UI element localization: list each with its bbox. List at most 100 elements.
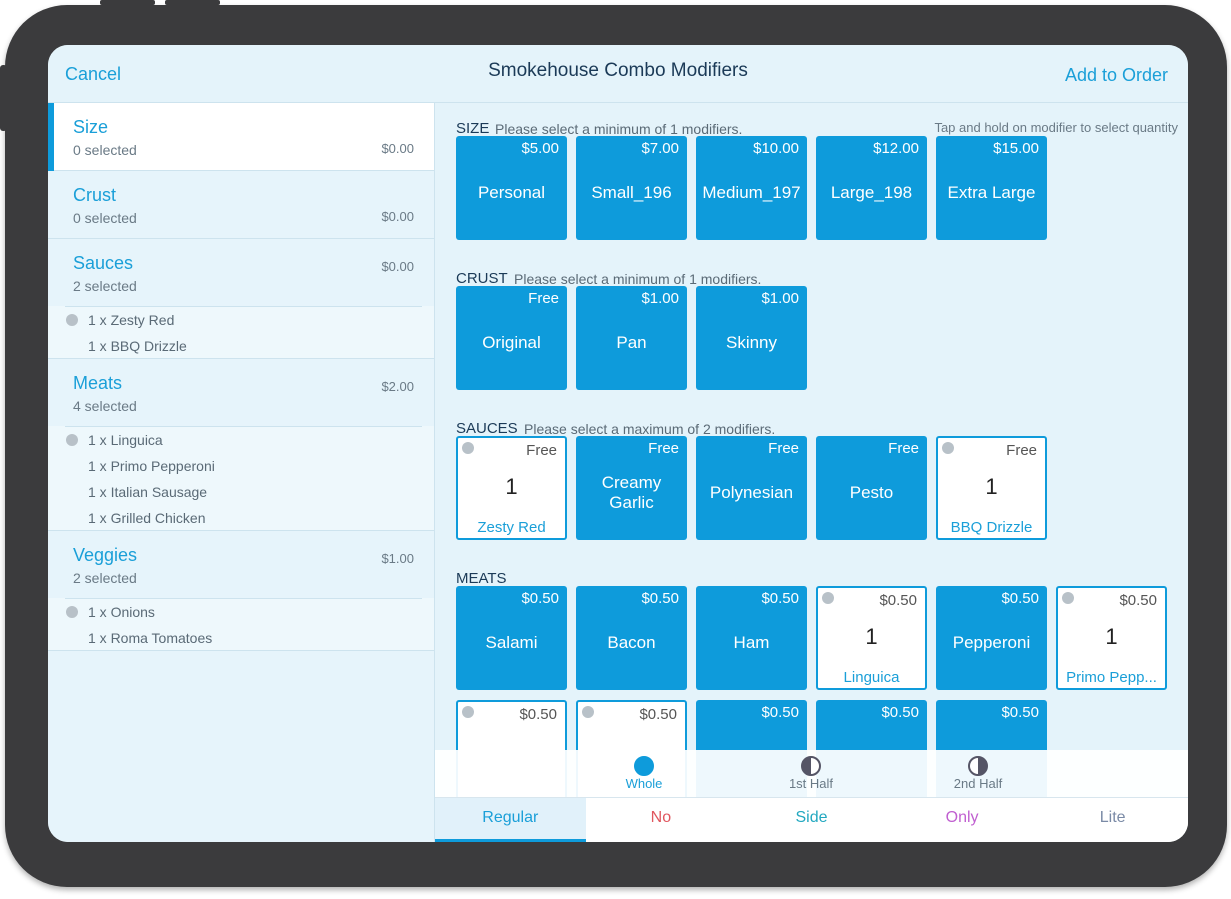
- portion-label[interactable]: 1st Half: [788, 776, 834, 791]
- group-row[interactable]: Size 0 selected $0.00: [48, 103, 434, 171]
- modifier-name: Polynesian: [709, 483, 794, 502]
- group-item: 1 x Grilled Chicken: [88, 510, 206, 526]
- title: Smokehouse Combo Modifiers: [488, 60, 748, 81]
- portion-label[interactable]: Whole: [625, 776, 663, 791]
- modifier-name: Skinny: [725, 333, 778, 352]
- section-title: SIZE: [456, 120, 490, 137]
- portion-icon[interactable]: [634, 756, 654, 776]
- group-price: $0.00: [381, 141, 414, 156]
- modifier-name: Large_198: [830, 183, 913, 202]
- price: $0.50: [761, 704, 799, 721]
- price: $0.50: [881, 704, 919, 721]
- quantity: 1: [865, 624, 878, 649]
- dot: [1062, 592, 1074, 604]
- group-row[interactable]: Meats 4 selected $2.00: [48, 359, 434, 427]
- group-item: 1 x BBQ Drizzle: [88, 338, 187, 354]
- price: Free: [768, 440, 799, 457]
- dot: [66, 434, 78, 446]
- tab[interactable]: Only: [886, 798, 1038, 842]
- group-count: 2 selected: [73, 278, 137, 294]
- dot: [942, 442, 954, 454]
- group-row[interactable]: Crust 0 selected $0.00: [48, 171, 434, 239]
- price: Free: [888, 440, 919, 457]
- group-count: 4 selected: [73, 398, 137, 414]
- section-hint: Please select a maximum of 2 modifiers.: [524, 421, 776, 437]
- modifier-button[interactable]: Free 1 BBQ Drizzle: [936, 436, 1047, 540]
- price: $0.50: [519, 706, 557, 723]
- modifier-button[interactable]: $12.00 Large_198: [816, 136, 927, 240]
- price: $0.50: [1001, 704, 1039, 721]
- group-count: 0 selected: [73, 210, 137, 226]
- modifier-button[interactable]: $0.50 Ham: [696, 586, 807, 690]
- tab[interactable]: Lite: [1037, 798, 1188, 842]
- section-hint: Please select a minimum of 1 modifiers.: [514, 271, 762, 287]
- modifier-button[interactable]: Free 1 Zesty Red: [456, 436, 567, 540]
- price: $0.50: [1119, 592, 1157, 609]
- modifier-button[interactable]: $0.50 Bacon: [576, 586, 687, 690]
- tab[interactable]: Regular: [435, 798, 586, 842]
- dot: [66, 314, 78, 326]
- modifier-name: Bacon: [607, 633, 656, 652]
- price: Free: [1006, 442, 1037, 459]
- modifier-button[interactable]: $0.50 Pepperoni: [936, 586, 1047, 690]
- modifier-button[interactable]: $1.00 Skinny: [696, 286, 807, 390]
- modifier-button[interactable]: $10.00 Medium_197: [696, 136, 807, 240]
- cancel-button[interactable]: Cancel: [65, 64, 122, 84]
- portion-icon[interactable]: [801, 756, 821, 776]
- portion-bar: Whole 1st Half 2nd Half: [435, 750, 1188, 797]
- price: $0.50: [639, 706, 677, 723]
- group-price: $0.00: [381, 259, 414, 274]
- modifier-name: Linguica: [843, 669, 900, 686]
- modifier-name: Ham: [733, 633, 770, 652]
- group-name: Crust: [73, 185, 117, 205]
- group-name: Sauces: [73, 253, 134, 273]
- modifier-name: Salami: [485, 633, 538, 652]
- group-name: Veggies: [73, 545, 138, 565]
- dot: [582, 706, 594, 718]
- modifier-button[interactable]: $5.00 Personal: [456, 136, 567, 240]
- divider: [65, 426, 422, 427]
- modifier-button[interactable]: Free Original: [456, 286, 567, 390]
- modifier-name: Zesty Red: [477, 519, 546, 536]
- top-button: [165, 0, 220, 5]
- quantity: 1: [985, 474, 998, 499]
- group-list: Size 0 selected $0.00 Crust 0 selected $0.00 S…: [48, 103, 435, 842]
- dot: [822, 592, 834, 604]
- modifier-button[interactable]: $0.50 1 Primo Pepp...: [1056, 586, 1167, 690]
- price: $0.50: [521, 590, 559, 607]
- add-button[interactable]: Add to Order: [1064, 65, 1168, 85]
- modifier-name: Medium_197: [702, 183, 801, 202]
- modifier-name: Small_196: [591, 183, 672, 202]
- group-row[interactable]: Sauces 2 selected $0.00: [48, 239, 434, 307]
- portion-icon[interactable]: [968, 756, 988, 776]
- modifier-button[interactable]: Free Polynesian: [696, 436, 807, 540]
- price: $1.00: [641, 290, 679, 307]
- group-price: $1.00: [381, 551, 414, 566]
- tab[interactable]: Side: [736, 798, 887, 842]
- modifier-button[interactable]: $15.00 Extra Large: [936, 136, 1047, 240]
- price: $0.50: [641, 590, 679, 607]
- modifier-button[interactable]: $7.00 Small_196: [576, 136, 687, 240]
- modifier-button[interactable]: $0.50 Salami: [456, 586, 567, 690]
- modifier-name: Pepperoni: [952, 633, 1031, 652]
- price: $0.50: [761, 590, 799, 607]
- group-row[interactable]: Veggies 2 selected $1.00: [48, 531, 434, 599]
- tab[interactable]: No: [585, 798, 737, 842]
- group-item: 1 x Italian Sausage: [88, 484, 208, 500]
- group-name: Size: [73, 117, 109, 137]
- section-title: MEATS: [456, 570, 507, 587]
- modifier-panel: Tap and hold on modifier to select quant…: [435, 103, 1188, 842]
- modifier-button[interactable]: Free Creamy Garlic: [576, 436, 687, 540]
- group-item: 1 x Primo Pepperoni: [88, 458, 215, 474]
- quantity: 1: [505, 474, 518, 499]
- modifier-name: Pesto: [849, 483, 894, 502]
- header: Cancel Smokehouse Combo Modifiers Add to…: [48, 45, 1188, 103]
- note: Tap and hold on modifier to select quant…: [934, 120, 1178, 135]
- section-title: SAUCES: [456, 420, 518, 437]
- dot: [462, 706, 474, 718]
- portion-label[interactable]: 2nd Half: [953, 776, 1003, 791]
- modifier-button[interactable]: $0.50 1 Linguica: [816, 586, 927, 690]
- modifier-button[interactable]: $1.00 Pan: [576, 286, 687, 390]
- tab-bar: Regular No Side Only Lite: [435, 797, 1188, 842]
- modifier-button[interactable]: Free Pesto: [816, 436, 927, 540]
